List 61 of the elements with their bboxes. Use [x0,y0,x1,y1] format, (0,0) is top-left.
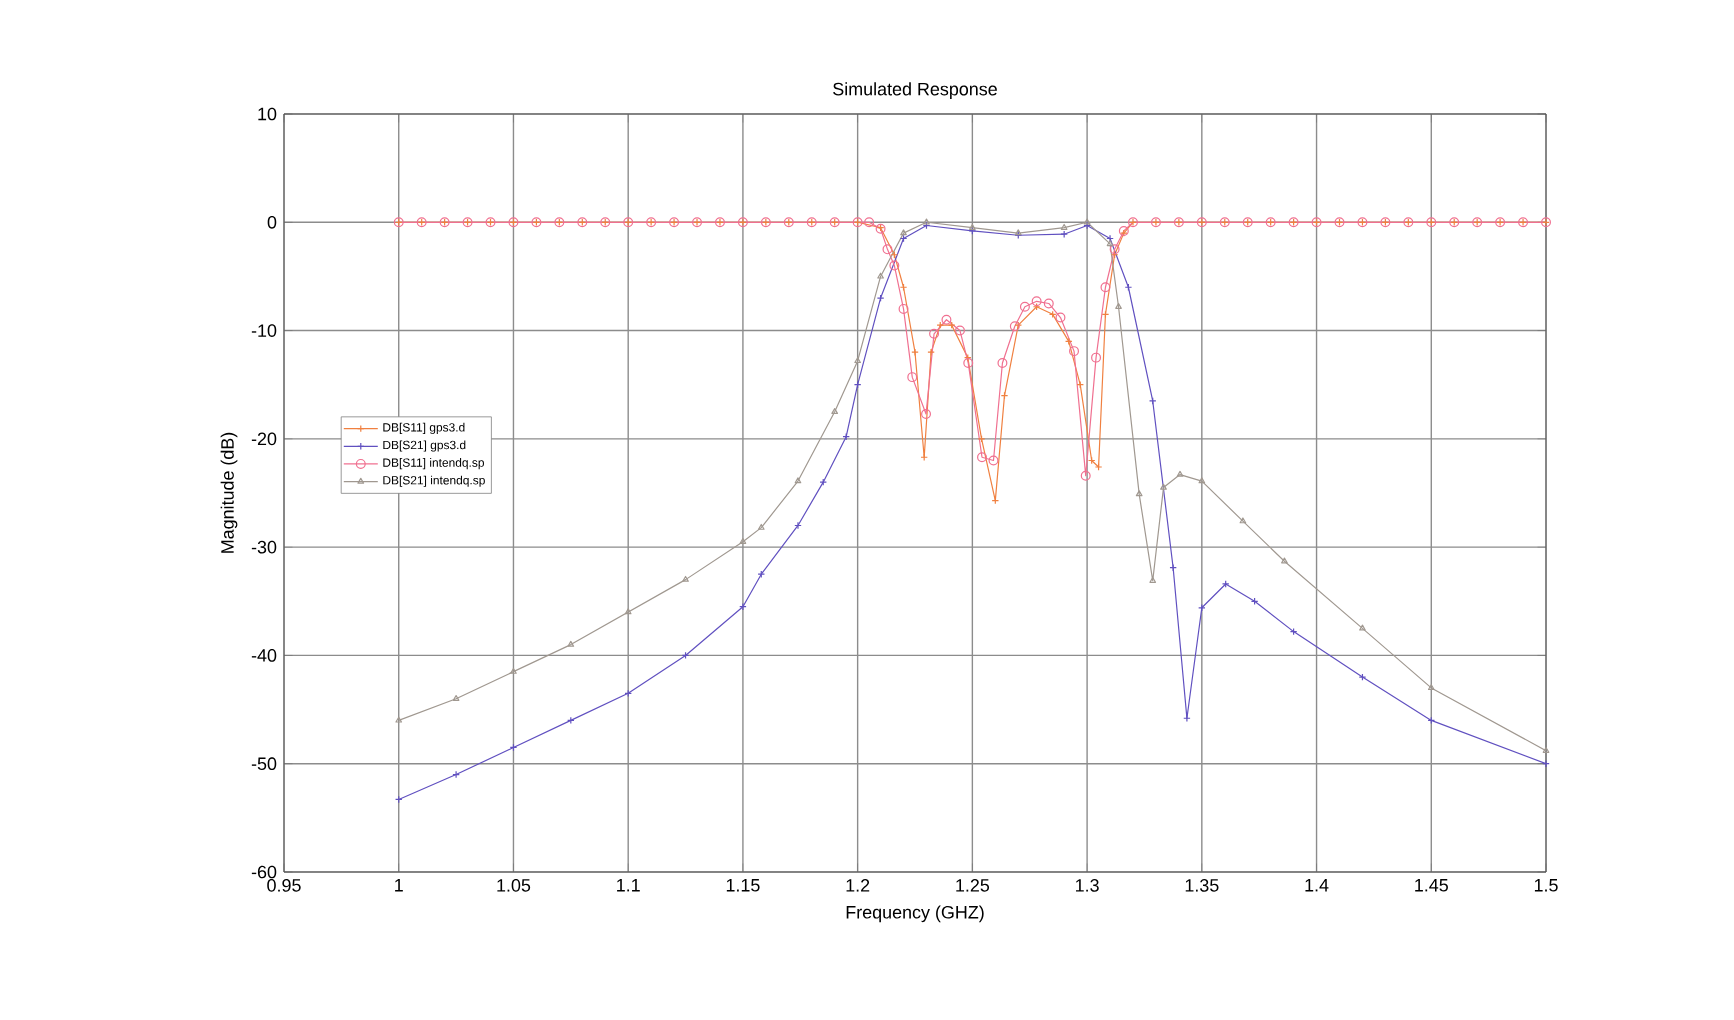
x-tick-label: 1.1 [617,879,640,892]
x-tick-label: 1.4 [1305,879,1329,892]
point [854,357,862,364]
x-tick-label: 1 [395,879,403,892]
y-tick-label: -10 [251,324,277,337]
chart-title: Simulated Response [833,82,997,99]
y-tick-label: -40 [251,649,277,662]
x-tick-label: 1.5 [1534,879,1558,892]
point [1281,557,1288,564]
y-tick-label: 0 [267,215,277,229]
point [1135,490,1143,497]
point [969,223,976,230]
point [1115,302,1122,309]
point [510,667,517,674]
point [1221,580,1230,588]
point [1083,218,1091,225]
point [452,770,460,779]
x-tick-label: 0.95 [267,879,301,892]
point [682,575,689,582]
y-tick-label: -20 [251,432,277,446]
x-tick-label: 1.25 [956,879,990,892]
point [831,407,839,414]
point [876,294,885,302]
point [794,477,802,484]
point [1198,477,1206,484]
point [968,227,977,235]
point [900,229,907,236]
point [1160,483,1167,490]
y-tick-label: -50 [251,757,277,771]
point [923,218,930,225]
point [877,272,884,279]
y-tick-label: -60 [251,865,277,879]
x-tick-label: 1.2 [846,879,870,892]
point [1060,223,1068,230]
point [1149,576,1157,583]
point [452,694,460,701]
x-tick-label: 1.3 [1076,879,1099,892]
point [1183,714,1191,723]
point [1427,684,1435,691]
point [567,640,575,647]
point [1169,563,1177,572]
point [1106,240,1114,247]
y-tick-label: 10 [258,107,277,121]
point [1239,517,1247,524]
point [1359,624,1366,631]
x-axis-title: Frequency (GHZ) [846,905,984,923]
y-axis-title: Magnitude (dB) [220,432,238,553]
x-tick-label: 1.45 [1415,879,1448,892]
point [794,521,802,530]
point [624,608,632,615]
point [739,602,747,611]
x-tick-label: 1.05 [497,879,531,892]
point [739,537,747,544]
point [1358,673,1367,681]
point [1083,221,1091,230]
y-tick-label: -30 [251,540,277,554]
point [1148,397,1157,405]
point [757,523,765,530]
point [1176,470,1184,477]
x-tick-label: 1.35 [1185,879,1219,892]
x-tick-label: 1.15 [726,879,760,892]
